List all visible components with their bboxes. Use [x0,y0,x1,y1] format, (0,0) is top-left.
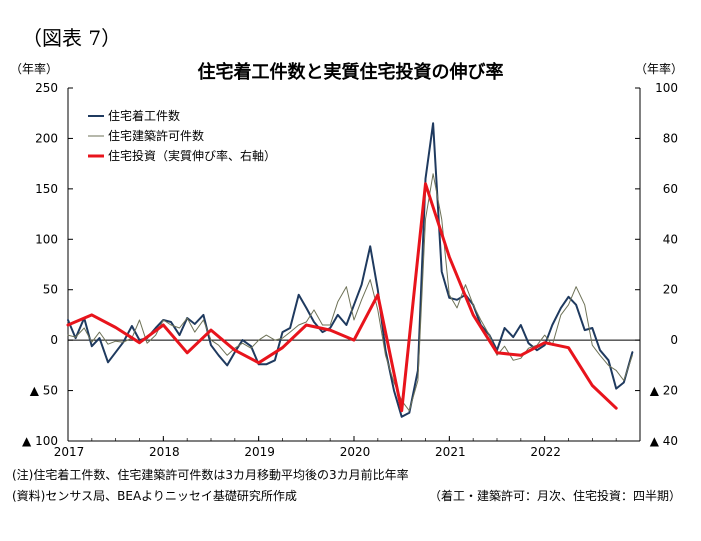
footnote-source: (資料)センサス局、BEAよりニッセイ基礎研究所作成 [12,489,297,503]
legend-label: 住宅投資（実質伸び率、右軸） [108,148,276,163]
left-tick-label: 0 [50,333,58,347]
right-tick-label: ▲ 20 [650,384,678,398]
x-tick-label: 2022 [530,445,561,459]
right-tick-label: 100 [655,81,678,95]
footnote-note: (注)住宅着工件数、住宅建築許可件数は3カ月移動平均後の3カ月前比年率 [12,468,409,482]
left-axis-unit: （年率） [10,62,59,76]
x-tick-label: 2021 [435,445,466,459]
right-tick-label: ▲ 40 [650,434,678,448]
legend-label: 住宅着工件数 [108,108,180,123]
right-tick-label: 60 [663,182,678,196]
legend-label: 住宅建築許可件数 [108,128,204,143]
right-tick-label: 40 [663,232,678,246]
series-residential-investment [66,182,618,413]
left-tick-label: 200 [35,131,58,145]
chart-title: 住宅着工件数と実質住宅投資の伸び率 [197,62,504,83]
right-tick-label: 20 [663,283,678,297]
footnote-frequency: （着工・建築許可：月次、住宅投資：四半期） [428,489,681,503]
x-tick-label: 2017 [54,445,85,459]
series-building-permits [67,173,633,412]
right-tick-label: 0 [670,333,678,347]
right-axis-unit: （年率） [635,62,684,76]
left-tick-label: 50 [43,283,58,297]
left-tick-label: ▲ 100 [22,434,58,448]
left-tick-label: 150 [35,182,58,196]
figure-label: （図表 7） [22,26,122,50]
x-tick-label: 2020 [340,445,371,459]
left-tick-label: 250 [35,81,58,95]
series-housing-starts [67,122,634,418]
x-tick-label: 2019 [244,445,275,459]
x-tick-label: 2018 [149,445,180,459]
left-tick-label: ▲ 50 [30,384,58,398]
left-tick-label: 100 [35,232,58,246]
right-tick-label: 80 [663,131,678,145]
